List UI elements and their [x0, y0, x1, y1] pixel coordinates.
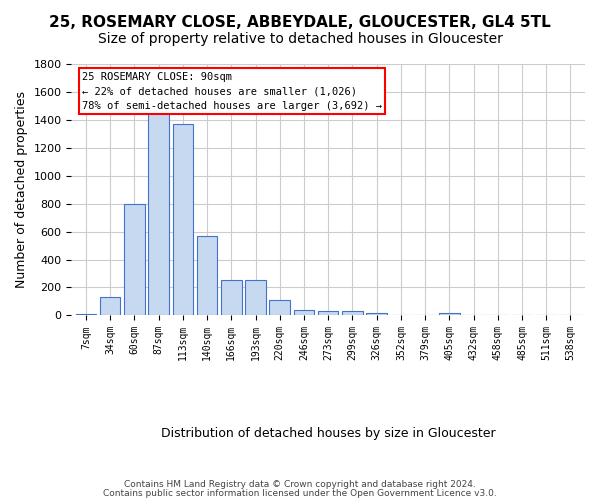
Text: Contains public sector information licensed under the Open Government Licence v3: Contains public sector information licen… — [103, 488, 497, 498]
Bar — [173, 124, 193, 316]
Bar — [124, 204, 145, 316]
Bar — [148, 110, 169, 316]
Bar — [100, 297, 121, 316]
Bar — [245, 280, 266, 316]
Bar — [269, 300, 290, 316]
Bar — [221, 280, 242, 316]
Text: 25 ROSEMARY CLOSE: 90sqm
← 22% of detached houses are smaller (1,026)
78% of sem: 25 ROSEMARY CLOSE: 90sqm ← 22% of detach… — [82, 72, 382, 111]
Y-axis label: Number of detached properties: Number of detached properties — [15, 91, 28, 288]
Text: Size of property relative to detached houses in Gloucester: Size of property relative to detached ho… — [98, 32, 502, 46]
Bar — [367, 312, 387, 316]
Bar — [342, 311, 363, 316]
Bar — [293, 310, 314, 316]
Bar — [439, 312, 460, 316]
Bar — [197, 236, 217, 316]
X-axis label: Distribution of detached houses by size in Gloucester: Distribution of detached houses by size … — [161, 427, 496, 440]
Bar — [76, 314, 96, 316]
Text: Contains HM Land Registry data © Crown copyright and database right 2024.: Contains HM Land Registry data © Crown c… — [124, 480, 476, 489]
Bar — [318, 311, 338, 316]
Text: 25, ROSEMARY CLOSE, ABBEYDALE, GLOUCESTER, GL4 5TL: 25, ROSEMARY CLOSE, ABBEYDALE, GLOUCESTE… — [49, 15, 551, 30]
